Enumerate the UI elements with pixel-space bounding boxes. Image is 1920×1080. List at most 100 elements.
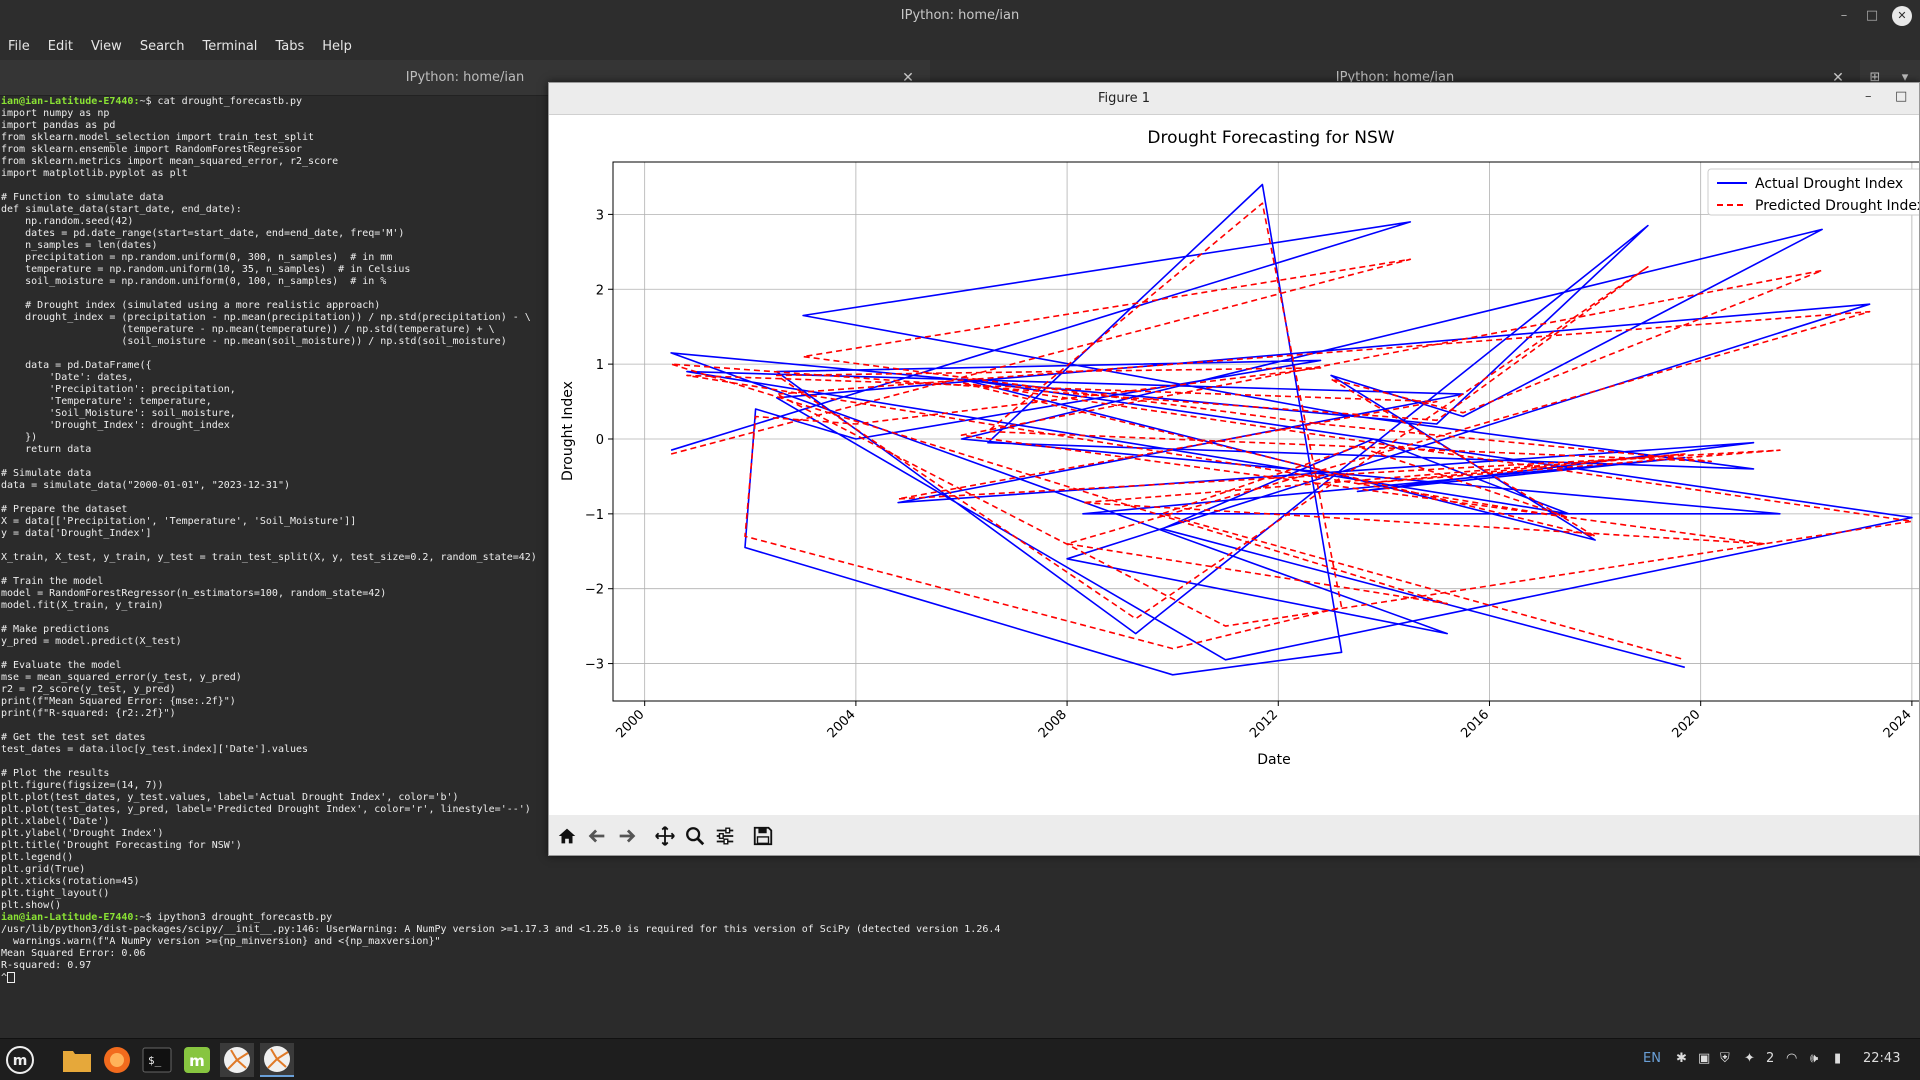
bluetooth-icon[interactable]: ✱ [1676,1051,1687,1066]
terminal-line: soil_moisture = np.random.uniform(0, 100… [1,276,387,287]
x-tick-label: 2020 [1670,707,1704,741]
minimize-icon[interactable]: – [1865,89,1872,104]
volume-icon[interactable]: 🕪 [1810,1051,1819,1066]
wifi-icon[interactable]: ◠ [1786,1051,1798,1066]
clock[interactable]: 22:43 [1863,1051,1901,1066]
folder-icon[interactable] [60,1043,94,1077]
configure-subplots-button[interactable] [711,821,739,851]
arrow-right-icon [619,829,636,843]
svg-text:m: m [13,1053,28,1069]
terminal-line: Mean Squared Error: 0.06 [1,948,146,959]
firefox-icon[interactable] [100,1043,134,1077]
legend: Actual Drought Index Predicted Drought I… [1707,168,1920,216]
y-tick-label: 0 [596,433,604,448]
tab-ipython-1[interactable]: IPython: home/ian ✕ [0,60,930,96]
terminal-titlebar: IPython: home/ian – □ ✕ [0,0,1920,32]
figure-titlebar: Figure 1 – □ [549,83,1919,115]
terminal-line: plt.show() [1,900,62,911]
battery-icon[interactable]: ▮ [1834,1051,1842,1066]
home-icon [558,828,576,844]
terminal-line: from sklearn.ensemble import RandomFores… [1,144,303,155]
legend-label-predicted: Predicted Drought Index [1755,198,1920,214]
terminal-line: model.fit(X_train, y_train) [1,600,164,611]
terminal-line: # Train the model [1,576,104,587]
terminal-line: print(f"R-squared: {r2:.2f}") [1,708,176,719]
start-menu-icon[interactable]: m [3,1043,37,1077]
x-axis-label: Date [1257,752,1290,768]
home-button[interactable] [553,821,581,851]
prompt-command: ~$ cat drought_forecastb.py [139,96,303,107]
maximize-icon[interactable]: □ [1895,89,1908,104]
figure-app-icon[interactable] [220,1043,254,1077]
terminal-line: data = pd.DataFrame({ [1,360,152,371]
terminal-line: }) [1,432,38,443]
y-tick-label: 2 [596,283,604,298]
pan-button[interactable] [651,821,679,851]
clipboard-icon[interactable]: ▣ [1698,1051,1711,1066]
menu-file[interactable]: File [8,38,30,54]
terminal-line: X = data[['Precipitation', 'Temperature'… [1,516,357,527]
terminal-line: plt.plot(test_dates, y_test.values, labe… [1,792,459,803]
terminal-line: # Prepare the dataset [1,504,128,515]
keyboard-layout[interactable]: EN [1643,1051,1661,1066]
mint-app-icon[interactable]: m [180,1043,214,1077]
x-tick-label: 2016 [1458,707,1492,741]
y-ticks: −3 −2 −1 0 1 2 3 [585,208,613,673]
terminal-line: plt.figure(figsize=(14, 7)) [1,780,164,791]
tab-close-icon[interactable]: ✕ [1832,70,1844,86]
zoom-button[interactable] [681,821,709,851]
y-axis-label: Drought Index [560,381,576,481]
terminal-line: ^ [1,972,1919,985]
save-button[interactable] [749,821,777,851]
shield-icon[interactable]: ⛨ [1720,1051,1730,1066]
terminal-line: 'Precipitation': precipitation, [1,384,236,395]
menu-edit[interactable]: Edit [47,38,73,54]
terminal-line: import pandas as pd [1,120,116,131]
tab-menu-icon[interactable]: ▾ [1901,70,1909,85]
back-button[interactable] [583,821,611,851]
x-ticks: 2000 2004 2008 2012 2016 2020 2024 [614,701,1915,741]
floppy-disk-icon [753,826,773,846]
prompt-user: ian@ian-Latitude-E7440: [1,96,140,107]
terminal-line: (soil_moisture - np.mean(soil_moisture))… [1,336,507,347]
maximize-icon[interactable]: □ [1865,8,1879,23]
minimize-icon[interactable]: – [1840,8,1848,23]
forward-button[interactable] [613,821,641,851]
notification-icon[interactable]: ✦ [1744,1051,1755,1066]
move-icon [655,826,675,846]
arrow-left-icon [588,829,605,843]
x-tick-label: 2012 [1247,707,1281,741]
magnifier-icon [686,827,705,846]
terminal-line: 'Drought_Index': drought_index [1,420,230,431]
new-tab-icon[interactable]: ⊞ [1869,70,1881,85]
terminal-line: # Function to simulate data [1,192,164,203]
terminal-line: # Simulate data [1,468,92,479]
close-icon[interactable]: ✕ [1892,6,1912,26]
terminal-line: plt.xticks(rotation=45) [1,876,140,887]
terminal-line: test_dates = data.iloc[y_test.index]['Da… [1,744,309,755]
terminal-line: import matplotlib.pyplot as plt [1,168,188,179]
figure-app-icon-active[interactable] [260,1043,294,1077]
terminal-line: n_samples = len(dates) [1,240,158,251]
terminal-line: model = RandomForestRegressor(n_estimato… [1,588,387,599]
terminal-line: X_train, X_test, y_train, y_test = train… [1,552,537,563]
terminal-line: dates = pd.date_range(start=start_date, … [1,228,405,239]
terminal-line: # Evaluate the model [1,660,122,671]
text-cursor [7,972,16,983]
figure-window[interactable]: Figure 1 – □ Drought Forecasting for NSW… [548,82,1920,856]
terminal-line: 'Temperature': temperature, [1,396,212,407]
terminal-line: plt.grid(True) [1,864,86,875]
menu-help[interactable]: Help [322,38,352,54]
tab-close-icon[interactable]: ✕ [902,70,914,86]
terminal-line: import numpy as np [1,108,110,119]
terminal-app-icon[interactable]: $_ [140,1043,174,1077]
tab-label: IPython: home/ian [405,70,525,85]
axes-frame [612,161,1919,702]
x-tick-label: 2024 [1881,707,1915,741]
menu-view[interactable]: View [90,38,122,54]
y-tick-label: 3 [596,208,604,223]
menu-tabs[interactable]: Tabs [275,38,305,54]
terminal-line: # Drought index (simulated using a more … [1,300,381,311]
menu-search[interactable]: Search [139,38,185,54]
menu-terminal[interactable]: Terminal [202,38,258,54]
